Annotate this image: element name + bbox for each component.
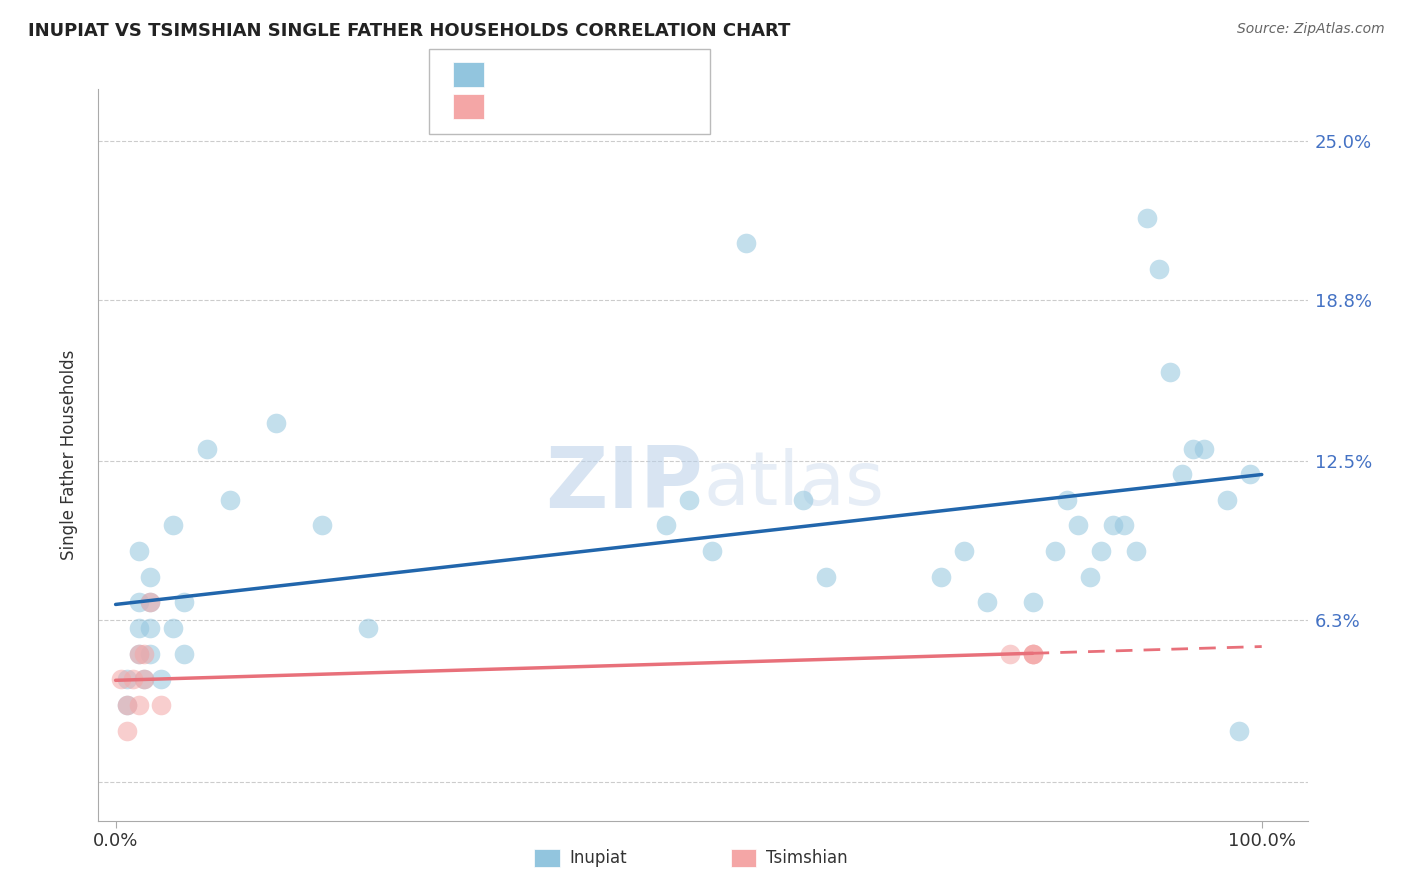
Point (128, 544, 150, 558)
Text: atlas: atlas (703, 448, 884, 521)
Text: Tsimshian: Tsimshian (766, 849, 848, 867)
Point (162, 518, 184, 533)
Point (1021, 647, 1043, 661)
Text: R =: R = (495, 65, 531, 83)
Point (134, 647, 156, 661)
Point (1056, 492, 1078, 507)
Point (115, 698, 138, 713)
Point (162, 621, 184, 635)
Point (1194, 442, 1216, 456)
Point (1125, 544, 1147, 558)
Point (110, 673, 132, 687)
Point (139, 621, 162, 635)
Point (128, 595, 150, 609)
Point (121, 673, 143, 687)
Point (700, 544, 723, 558)
Point (128, 621, 150, 635)
Text: Source: ZipAtlas.com: Source: ZipAtlas.com (1237, 22, 1385, 37)
Point (219, 492, 242, 507)
Point (976, 595, 998, 609)
Text: 48: 48 (633, 65, 655, 83)
Point (139, 595, 162, 609)
Text: N =: N = (586, 65, 638, 83)
Point (115, 698, 138, 713)
Point (264, 416, 287, 430)
Point (1227, 723, 1250, 738)
Point (792, 492, 814, 507)
Point (195, 442, 218, 456)
Point (655, 518, 678, 533)
Point (139, 570, 162, 584)
Point (1216, 492, 1239, 507)
Point (1090, 544, 1112, 558)
Point (150, 673, 173, 687)
Point (1239, 467, 1261, 482)
Point (1181, 442, 1204, 456)
Text: ZIP: ZIP (546, 442, 703, 525)
Text: R =: R = (495, 97, 531, 115)
Point (311, 518, 333, 533)
Point (735, 236, 758, 251)
Point (952, 544, 974, 558)
Point (1114, 518, 1136, 533)
Point (128, 698, 150, 713)
Point (1136, 211, 1159, 225)
Point (1067, 518, 1090, 533)
Y-axis label: Single Father Households: Single Father Households (59, 350, 77, 560)
Point (1170, 467, 1192, 482)
Point (134, 673, 156, 687)
Point (1147, 261, 1170, 276)
Text: Inupiat: Inupiat (569, 849, 627, 867)
Point (1021, 647, 1043, 661)
Point (115, 673, 138, 687)
Point (357, 621, 380, 635)
Point (128, 647, 150, 661)
Point (1159, 364, 1181, 378)
Point (134, 673, 156, 687)
Point (173, 647, 195, 661)
Point (173, 595, 195, 609)
Point (998, 647, 1021, 661)
Point (139, 647, 162, 661)
Text: 0.561: 0.561 (526, 65, 578, 83)
Text: 0.143: 0.143 (526, 97, 578, 115)
Text: N =: N = (586, 97, 638, 115)
Point (815, 570, 838, 584)
Point (115, 723, 138, 738)
Point (1045, 544, 1067, 558)
Point (1101, 518, 1123, 533)
Point (139, 595, 162, 609)
Point (929, 570, 952, 584)
Point (678, 492, 700, 507)
Point (150, 698, 173, 713)
Point (1021, 595, 1043, 609)
Point (1078, 570, 1101, 584)
Point (1021, 647, 1043, 661)
Text: 14: 14 (633, 97, 655, 115)
Point (128, 647, 150, 661)
Text: INUPIAT VS TSIMSHIAN SINGLE FATHER HOUSEHOLDS CORRELATION CHART: INUPIAT VS TSIMSHIAN SINGLE FATHER HOUSE… (28, 22, 790, 40)
